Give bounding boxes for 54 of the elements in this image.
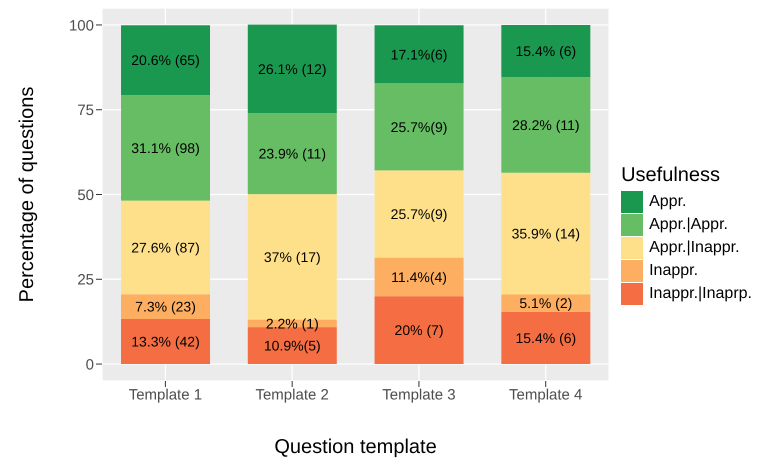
bar (374, 296, 464, 364)
data-label: 2.2% (1) (266, 315, 319, 332)
bar (121, 95, 210, 201)
bar (121, 200, 210, 294)
data-label: 13.3% (42) (131, 333, 200, 350)
legend-label: Appr. (649, 193, 686, 211)
data-label: 23.9% (11) (258, 146, 326, 162)
bar (374, 25, 464, 84)
bar (374, 170, 464, 258)
x-tick-label: Template 1 (128, 386, 202, 404)
bar (501, 77, 590, 173)
x-axis-title: Question template (274, 436, 437, 458)
bar (121, 318, 210, 364)
y-tick-label: 75 (77, 102, 94, 120)
legend-label: Inappr. (649, 262, 698, 280)
legend-label: Appr.|Inappr. (649, 239, 740, 257)
data-label: 25.7%(9) (390, 206, 448, 222)
data-label: 28.2% (11) (512, 116, 580, 133)
legend-label: Inappr.|Inaprp. (649, 285, 752, 303)
data-label: 15.4% (6) (515, 330, 576, 346)
bar (501, 312, 590, 364)
bar (248, 24, 337, 114)
y-tick-label: 100 (68, 17, 94, 34)
legend-title: Usefulness (621, 164, 722, 186)
bar (501, 24, 590, 78)
data-label: 10.9%(5) (264, 338, 321, 354)
data-label: 11.4%(4) (391, 268, 447, 285)
data-label: 20.6% (65) (131, 52, 200, 68)
bar (121, 25, 210, 96)
bar (248, 113, 337, 194)
data-label: 26.1% (12) (258, 60, 327, 77)
bar (374, 83, 464, 170)
data-label: 25.7%(9) (390, 118, 448, 135)
bar (501, 172, 590, 295)
y-axis-title: Percentage of questions (16, 86, 38, 302)
bar (121, 294, 210, 319)
data-label: 31.1% (98) (131, 140, 200, 156)
legend-label: Appr.|Appr. (649, 216, 728, 234)
data-label: 37% (17) (264, 248, 321, 265)
data-label: 15.4% (6) (515, 43, 576, 60)
bar (374, 258, 464, 296)
y-tick-label: 25 (77, 272, 94, 289)
data-label: 17.1%(6) (390, 46, 448, 62)
x-tick-label: Template 4 (509, 386, 582, 404)
x-tick-label: Template 3 (382, 386, 456, 404)
data-label: 7.3% (23) (135, 298, 196, 315)
y-tick-label: 50 (77, 186, 94, 204)
data-label: 20% (7) (394, 322, 444, 338)
data-label: 35.9% (14) (512, 226, 580, 242)
data-label: 5.1% (2) (519, 295, 572, 312)
x-tick-label: Template 2 (255, 386, 329, 404)
y-tick-label: 0 (86, 356, 94, 374)
bar (248, 194, 337, 320)
data-label: 27.6% (87) (131, 239, 200, 256)
